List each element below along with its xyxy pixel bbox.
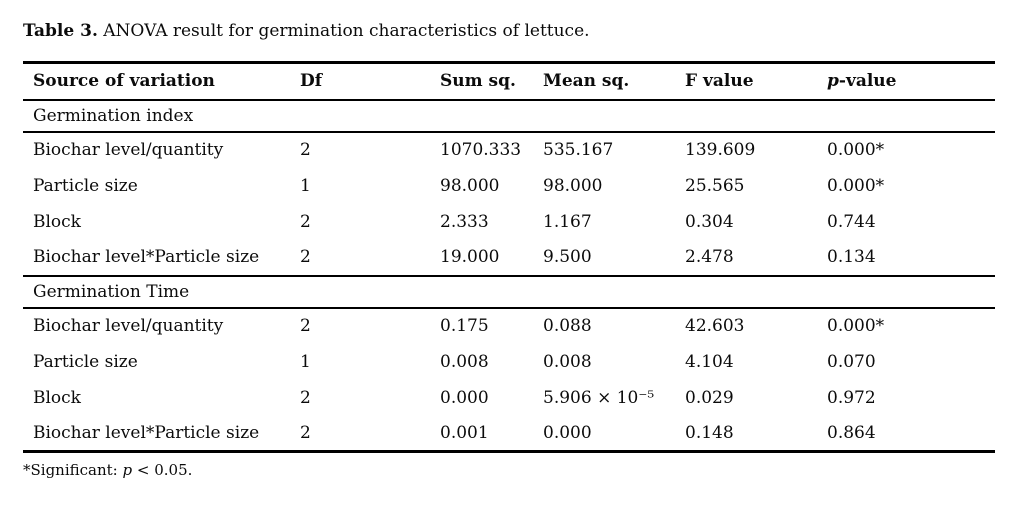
cell-df: 2 bbox=[300, 247, 311, 267]
cell-df: 2 bbox=[300, 140, 311, 160]
cell-source: Block bbox=[33, 387, 81, 408]
cell-source: Biochar level/quantity bbox=[33, 140, 224, 160]
footnote-rest: < 0.05. bbox=[132, 461, 193, 479]
table-header: Source of variation Df Sum sq. Mean sq. … bbox=[23, 62, 995, 101]
cell-sum-sq: 2.333 bbox=[440, 211, 489, 232]
cell-sum-sq: 19.000 bbox=[440, 247, 500, 267]
table-caption: Table 3. ANOVA result for germination ch… bbox=[0, 0, 1023, 42]
header-f-value: F value bbox=[675, 62, 817, 101]
table-caption-text: ANOVA result for germination characteris… bbox=[97, 21, 590, 41]
cell-p-value: 0.744 bbox=[827, 211, 876, 232]
cell-df: 2 bbox=[300, 211, 311, 232]
cell-sum-sq: 0.008 bbox=[440, 351, 489, 372]
cell-p-value: 0.000* bbox=[827, 316, 885, 336]
cell-df: 2 bbox=[300, 316, 311, 336]
table-row: Biochar level/quantity 2 0.175 0.088 42.603 0… bbox=[23, 308, 995, 344]
table-row: Biochar level/quantity 2 1070.333 535.167 13… bbox=[23, 132, 995, 168]
cell-source: Biochar level*Particle size bbox=[33, 422, 260, 443]
cell-source: Particle size bbox=[33, 351, 138, 372]
cell-mean-sq: 0.000 bbox=[543, 422, 592, 443]
cell-f-value: 0.029 bbox=[685, 387, 734, 408]
cell-f-value: 0.148 bbox=[685, 422, 734, 443]
cell-f-value: 2.478 bbox=[685, 247, 734, 267]
header-row: Source of variation Df Sum sq. Mean sq. … bbox=[23, 62, 995, 101]
section-row: Germination Time bbox=[23, 274, 995, 309]
cell-mean-sq: 535.167 bbox=[543, 140, 614, 160]
table-body: Germination index Biochar level/quantity 2… bbox=[23, 98, 995, 452]
table-footnote: *Significant: p < 0.05. bbox=[23, 460, 1023, 480]
cell-mean-sq: 1.167 bbox=[543, 211, 592, 232]
table-caption-label: Table 3. bbox=[23, 21, 98, 41]
footnote-prefix: *Significant: bbox=[23, 461, 123, 479]
cell-mean-sq: 0.008 bbox=[543, 351, 592, 372]
header-sum-sq: Sum sq. bbox=[430, 62, 533, 101]
cell-p-value: 0.000* bbox=[827, 140, 885, 160]
header-p-value-italic: p bbox=[827, 71, 839, 92]
footnote-p-italic: p bbox=[122, 461, 133, 479]
cell-p-value: 0.134 bbox=[827, 247, 876, 267]
table-row: Particle size 1 98.000 98.000 25.565 0.000* bbox=[23, 168, 995, 204]
cell-p-value: 0.972 bbox=[827, 387, 876, 408]
cell-sum-sq: 0.001 bbox=[440, 422, 489, 443]
cell-sum-sq: 98.000 bbox=[440, 175, 500, 196]
cell-p-value: 0.000* bbox=[827, 175, 885, 196]
cell-p-value: 0.070 bbox=[827, 351, 876, 372]
cell-p-value: 0.864 bbox=[827, 422, 876, 443]
cell-mean-sq: 98.000 bbox=[543, 175, 603, 196]
cell-f-value: 0.304 bbox=[685, 211, 734, 232]
cell-source: Particle size bbox=[33, 175, 138, 196]
cell-f-value: 139.609 bbox=[685, 140, 756, 160]
header-p-value-rest: -value bbox=[838, 71, 897, 92]
cell-mean-sq: 0.088 bbox=[543, 316, 592, 336]
table-row: Particle size 1 0.008 0.008 4.104 0.070 bbox=[23, 344, 995, 380]
table-row: Biochar level*Particle size 2 19.000 9.500 2… bbox=[23, 240, 995, 276]
cell-df: 1 bbox=[300, 175, 311, 196]
cell-sum-sq: 0.175 bbox=[440, 316, 489, 336]
cell-mean-sq: 9.500 bbox=[543, 247, 592, 267]
table-row: Block 2 0.000 5.906 × 10⁻⁵ 0.029 0.972 bbox=[23, 380, 995, 416]
anova-table: Source of variation Df Sum sq. Mean sq. … bbox=[23, 61, 995, 453]
header-source-of-variation: Source of variation bbox=[23, 62, 290, 101]
cell-sum-sq: 0.000 bbox=[440, 387, 489, 408]
cell-source: Biochar level/quantity bbox=[33, 316, 224, 336]
cell-f-value: 4.104 bbox=[685, 351, 734, 372]
cell-f-value: 42.603 bbox=[685, 316, 745, 336]
section-label: Germination index bbox=[23, 98, 995, 133]
section-label: Germination Time bbox=[23, 274, 995, 309]
cell-f-value: 25.565 bbox=[685, 175, 745, 196]
section-row: Germination index bbox=[23, 98, 995, 133]
cell-df: 1 bbox=[300, 351, 311, 372]
cell-df: 2 bbox=[300, 422, 311, 443]
table-row: Block 2 2.333 1.167 0.304 0.744 bbox=[23, 204, 995, 240]
table-row: Biochar level*Particle size 2 0.001 0.000 0.… bbox=[23, 416, 995, 452]
cell-source: Block bbox=[33, 211, 81, 232]
header-df: Df bbox=[290, 62, 430, 101]
header-mean-sq: Mean sq. bbox=[533, 62, 675, 101]
cell-source: Biochar level*Particle size bbox=[33, 247, 260, 267]
cell-sum-sq: 1070.333 bbox=[440, 140, 522, 160]
header-p-value: p-value bbox=[817, 62, 995, 101]
cell-mean-sq: 5.906 × 10⁻⁵ bbox=[543, 387, 655, 408]
cell-df: 2 bbox=[300, 387, 311, 408]
